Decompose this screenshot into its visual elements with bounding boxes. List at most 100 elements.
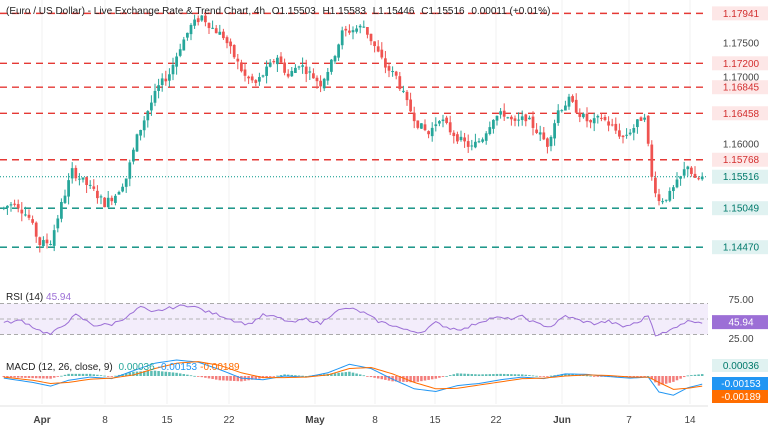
candle-body-150	[542, 132, 546, 140]
candle-body-10	[38, 237, 42, 246]
candle-body-179	[646, 115, 650, 144]
candle-body-88	[319, 80, 322, 87]
macd-hist-99	[358, 374, 362, 376]
macd-hist-13	[49, 376, 52, 379]
candle-body-172	[621, 135, 625, 138]
rsi-value-label: 45.94	[728, 318, 753, 329]
macd-hist-24	[88, 373, 92, 376]
candle-body-63	[229, 41, 232, 47]
candle-body-60	[218, 31, 222, 35]
candle-body-86	[312, 73, 315, 79]
candle-body-54	[196, 18, 200, 23]
macd-hist-129	[466, 373, 470, 376]
candle-body-190	[686, 166, 690, 170]
x-tick-10: 14	[684, 415, 696, 426]
candle-body-175	[632, 128, 636, 133]
macd-hist-81	[294, 375, 297, 376]
candle-body-62	[225, 37, 229, 44]
candle-body-28	[103, 197, 106, 208]
macd-hist-180	[650, 376, 654, 380]
candle-body-68	[247, 76, 250, 79]
macd-hist-113	[409, 376, 412, 383]
candle-body-100	[362, 26, 366, 28]
candle-body-11	[42, 240, 45, 247]
macd-hist-6	[24, 376, 27, 378]
candle-body-49	[178, 49, 182, 56]
candle-body-158	[571, 96, 574, 102]
resistance-label-box-3	[712, 106, 768, 121]
macd-hist-51	[186, 374, 189, 376]
macd-hist-3	[13, 376, 16, 378]
candle-body-98	[355, 28, 358, 32]
candle-body-113	[409, 99, 412, 112]
resistance-label-box-1	[712, 56, 768, 71]
macd-hist-184	[664, 376, 668, 384]
candle-body-52	[189, 24, 193, 35]
candle-body-38	[139, 129, 142, 136]
candle-body-34	[124, 178, 128, 187]
x-tick-4: May	[305, 415, 325, 426]
candle-body-61	[222, 31, 225, 39]
candle-body-80	[290, 70, 294, 77]
candle-body-94	[340, 30, 344, 46]
resistance-label-0: 1.17941	[723, 9, 760, 20]
macd-hist-29	[106, 376, 110, 377]
macd-hist-133	[481, 374, 484, 376]
candle-body-129	[466, 141, 470, 147]
support-label-1: 1.14470	[723, 243, 760, 254]
macd-hist-35	[128, 372, 132, 376]
candle-body-56	[204, 15, 207, 23]
macd-panel: MACD (12, 26, close, 9) 0.00036 -0.00153-…	[2, 359, 768, 403]
candle-body-75	[272, 61, 276, 63]
candle-body-18	[67, 180, 70, 197]
candle-body-69	[250, 76, 254, 81]
macd-hist-96	[348, 371, 351, 376]
candle-body-67	[243, 69, 247, 76]
macd-hist-55	[200, 376, 204, 378]
macd-hist-36	[132, 371, 135, 376]
candle-body-85	[308, 71, 312, 73]
candle-body-189	[682, 169, 686, 176]
candle-body-162	[585, 113, 589, 122]
price-axis: 1.17941 1.17200 1.16845 1.16458 1.15768 1.150…	[712, 6, 768, 255]
macd-hist-68	[247, 376, 250, 381]
rsi-tick-1: 25.00	[728, 334, 753, 345]
close-value: 1.15516	[428, 6, 465, 17]
candle-body-154	[556, 110, 560, 123]
macd-hist-120	[434, 376, 438, 379]
candle-body-58	[211, 27, 214, 29]
macd-hist-126	[456, 373, 459, 376]
low-value: 1.15446	[378, 6, 415, 17]
macd-hist-79	[286, 374, 290, 376]
macd-hist-61	[222, 376, 225, 381]
macd-hist-75	[272, 376, 276, 377]
candle-body-25	[92, 186, 96, 189]
macd-hist-163	[589, 375, 592, 377]
macd-hist-187	[675, 376, 679, 381]
close-key: C	[421, 6, 428, 17]
macd-hist-141	[510, 374, 513, 376]
macd-hist-111	[402, 376, 405, 382]
candle-body-180	[650, 144, 654, 177]
macd-hist-194	[700, 374, 704, 376]
candle-body-157	[567, 96, 571, 107]
macd-hist-166	[600, 376, 603, 377]
macd-hist-118	[427, 376, 430, 380]
candle-body-184	[664, 199, 668, 201]
candle-body-178	[643, 117, 646, 120]
open-value: 1.15503	[280, 6, 317, 17]
macd-hist-22	[81, 373, 85, 376]
macd-hist-97	[351, 372, 355, 376]
macd-line	[3, 359, 703, 396]
candle-body-27	[99, 196, 103, 198]
macd-hist-136	[492, 374, 495, 376]
macd-hist-73	[265, 376, 268, 378]
x-tick-2: 15	[161, 415, 173, 426]
macd-hist-58	[211, 376, 214, 380]
macd-label-box-1	[712, 377, 768, 390]
candle-body-116	[420, 123, 423, 129]
x-tick-8: Jun	[553, 415, 571, 426]
macd-hist-16	[60, 375, 63, 377]
candle-body-20	[74, 167, 78, 179]
